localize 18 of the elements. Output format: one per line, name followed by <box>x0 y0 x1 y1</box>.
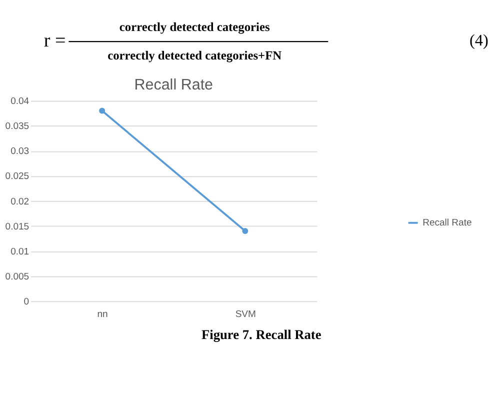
text: r = <box>44 30 66 52</box>
legend-label: Recall Rate <box>422 218 472 229</box>
y-tick-label: 0.02 <box>10 196 30 208</box>
y-tick-label: 0.035 <box>5 121 30 132</box>
y-tick-label: 0.03 <box>10 146 30 158</box>
x-tick-label: SVM <box>235 308 256 320</box>
y-tick-label: 0 <box>24 296 30 308</box>
chart-title: Recall Rate <box>134 76 214 94</box>
x-tick-label: nn <box>97 308 108 320</box>
y-tick-label: 0.04 <box>10 96 30 108</box>
text: correctly detected categories+FN <box>108 48 282 63</box>
y-tick-label: 0.005 <box>5 271 30 282</box>
y-tick-label: 0.025 <box>5 171 30 182</box>
caption: Figure 7. Recall Rate <box>201 327 322 342</box>
y-tick-label: 0.015 <box>5 221 30 232</box>
y-tick-label: 0.01 <box>10 246 30 258</box>
text: correctly detected categories <box>119 20 270 34</box>
text: (4) <box>470 31 488 50</box>
